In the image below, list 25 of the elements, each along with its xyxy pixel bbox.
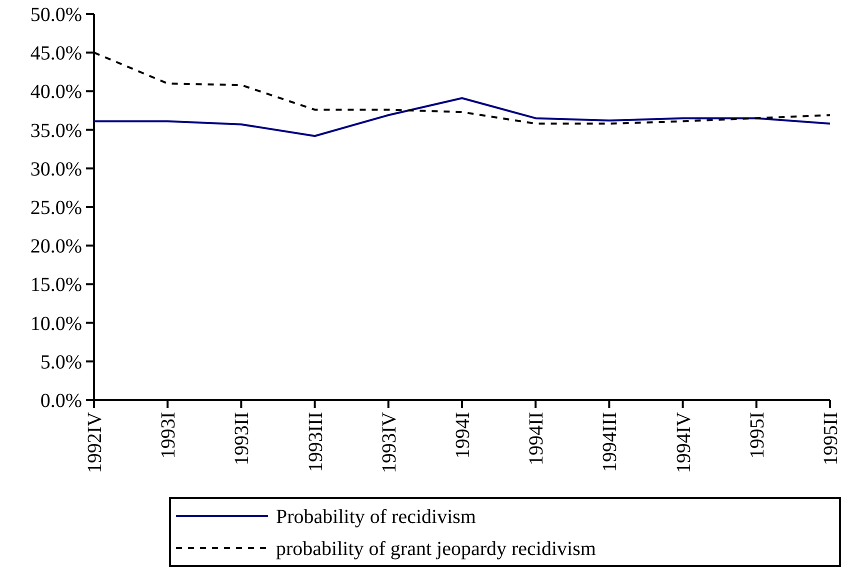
x-tick-label: 1992IV xyxy=(84,411,106,474)
y-tick-label: 30.0% xyxy=(30,158,82,180)
x-tick-label: 1994IV xyxy=(672,411,695,474)
x-tick-label: 1995II xyxy=(820,412,842,466)
x-tick-label: 1993IV xyxy=(378,411,400,474)
y-tick-label: 40.0% xyxy=(30,81,82,104)
x-tick-label: 1995I xyxy=(746,412,768,459)
y-tick-label: 50.0% xyxy=(30,4,82,26)
y-tick-label: 35.0% xyxy=(30,120,82,142)
y-tick-label: 20.0% xyxy=(30,236,82,258)
x-tick-label: 1993III xyxy=(304,412,327,472)
y-tick-label: 0.0% xyxy=(40,390,82,412)
x-tick-label: 1993I xyxy=(158,412,180,459)
legend-label: probability of grant jeopardy recidivism xyxy=(276,538,596,560)
x-tick-label: 1994I xyxy=(452,412,474,459)
line-series xyxy=(93,97,831,137)
y-tick-label: 10.0% xyxy=(30,312,82,335)
x-tick-label: 1994III xyxy=(599,412,622,472)
y-tick-label: 25.0% xyxy=(30,197,82,219)
y-tick-label: 45.0% xyxy=(30,42,82,65)
x-tick-label: 1994II xyxy=(526,412,548,466)
legend-label: Probability of recidivism xyxy=(276,506,476,528)
y-tick-label: 5.0% xyxy=(40,351,82,374)
x-tick-label: 1993II xyxy=(231,412,254,466)
y-tick-label: 15.0% xyxy=(30,274,82,296)
